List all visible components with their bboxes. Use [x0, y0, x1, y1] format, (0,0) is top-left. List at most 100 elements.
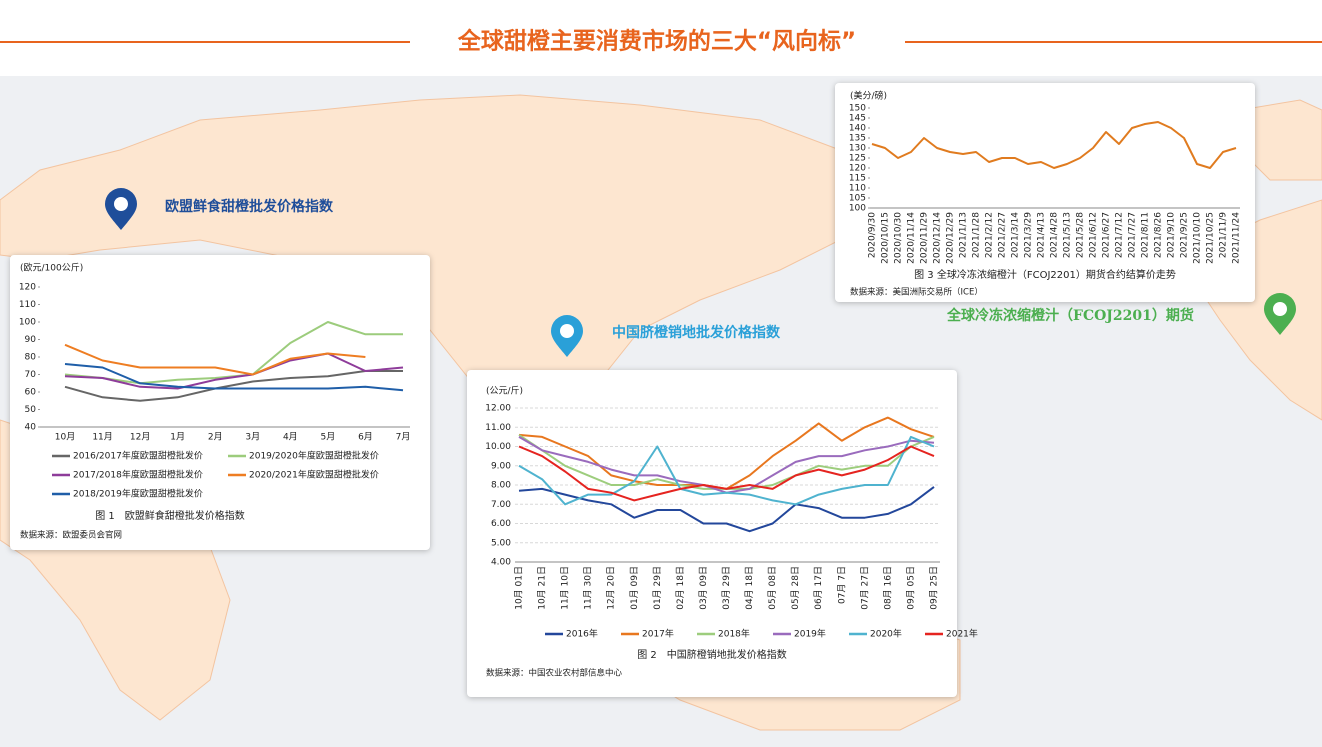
series-line: [64, 363, 404, 392]
y-tick-label: 6.00: [491, 519, 511, 529]
x-tick-label: 2021/3/29: [1024, 212, 1034, 258]
legend-label: 2018/2019年度欧盟甜橙批发价: [73, 488, 203, 500]
legend-label: 2018年: [718, 628, 750, 640]
y-tick-label: 130: [849, 144, 866, 154]
pin: [105, 188, 137, 230]
x-tick-label: 6月: [358, 432, 373, 443]
series-line: [518, 486, 935, 533]
y-axis-label: (欧元/100公斤): [20, 262, 83, 274]
chart-source: 数据来源：美国洲际交易所（ICE）: [850, 287, 983, 298]
x-tick-label: 2月: [208, 432, 223, 443]
header: [0, 0, 1322, 76]
x-tick-label: 2021/4/28: [1050, 212, 1060, 258]
y-tick-label: 90: [25, 335, 37, 345]
y-tick-label: 11.00: [485, 423, 511, 433]
chart-source: 数据来源：中国农业农村部信息中心: [486, 668, 623, 679]
y-tick-label: 5.00: [491, 538, 511, 548]
y-tick-label: 4.00: [491, 558, 511, 568]
y-tick-label: 145: [849, 114, 866, 124]
x-tick-label: 2021/8/11: [1141, 212, 1151, 258]
x-tick-label: 05月 28日: [790, 566, 801, 610]
x-tick-label: 2021/8/26: [1154, 212, 1164, 258]
y-tick-label: 9.00: [491, 461, 511, 471]
marker-label: 中国脐橙销地批发价格指数: [612, 324, 781, 341]
y-tick-label: 60: [25, 388, 37, 398]
y-tick-label: 7.00: [491, 500, 511, 510]
y-tick-label: 140: [849, 124, 866, 134]
pin: [551, 315, 583, 357]
legend-label: 2016/2017年度欧盟甜橙批发价: [73, 450, 203, 462]
series-line: [64, 343, 366, 376]
pin: [1264, 293, 1296, 335]
chart-caption: 图 3 全球冷冻浓缩橙汁（FCOJ2201）期货合约结算价走势: [914, 268, 1176, 281]
x-tick-label: 10月 01日: [514, 566, 525, 610]
y-tick-label: 40: [25, 423, 37, 433]
legend-label: 2017/2018年度欧盟甜橙批发价: [73, 469, 203, 481]
x-tick-label: 11月 10日: [560, 566, 571, 610]
x-tick-label: 2021/7/12: [1115, 212, 1125, 258]
x-tick-label: 2021/4/13: [1037, 212, 1047, 258]
x-tick-label: 2020/9/30: [868, 212, 878, 258]
x-tick-label: 12月: [130, 432, 150, 443]
y-axis-label: (公元/斤): [486, 386, 523, 397]
y-tick-label: 80: [25, 353, 37, 363]
y-tick-label: 100: [849, 204, 866, 214]
x-tick-label: 3月: [245, 432, 260, 443]
y-tick-label: 135: [849, 134, 866, 144]
x-tick-label: 08月 16日: [882, 566, 893, 610]
y-tick-label: 110: [19, 300, 36, 310]
y-tick-label: 105: [849, 194, 866, 204]
x-tick-label: 10月: [55, 432, 75, 443]
x-tick-label: 01月 09日: [629, 566, 640, 610]
series-line: [64, 370, 403, 402]
x-tick-label: 2021/10/25: [1206, 212, 1216, 264]
x-tick-label: 2020/12/14: [933, 212, 943, 264]
x-tick-label: 2021/10/10: [1193, 212, 1203, 264]
x-tick-label: 07月 7日: [836, 566, 847, 604]
legend-label: 2017年: [642, 628, 674, 640]
x-tick-label: 11月: [92, 432, 112, 443]
x-tick-label: 2021/5/13: [1063, 212, 1073, 258]
y-tick-label: 8.00: [491, 481, 511, 491]
series-line: [518, 435, 935, 506]
x-tick-label: 2021/6/12: [1089, 212, 1099, 258]
x-tick-label: 2021/9/25: [1180, 212, 1190, 258]
series-line: [871, 121, 1237, 169]
chart-caption: 图 1 欧盟鲜食甜橙批发价格指数: [95, 509, 245, 522]
x-tick-label: 11月 30日: [583, 566, 594, 610]
legend-label: 2021年: [946, 628, 978, 640]
x-tick-label: 12月 20日: [606, 566, 617, 610]
x-tick-label: 2021/11/24: [1232, 212, 1242, 264]
y-tick-label: 125: [849, 154, 866, 164]
x-tick-label: 2020/11/14: [907, 212, 917, 264]
x-tick-label: 2021/2/27: [998, 212, 1008, 258]
x-tick-label: 2021/1/13: [959, 212, 969, 258]
x-tick-label: 2020/11/29: [920, 212, 930, 264]
series-line: [518, 445, 935, 502]
x-tick-label: 2021/11/9: [1219, 212, 1229, 258]
y-tick-label: 50: [25, 405, 37, 415]
x-tick-label: 2021/9/10: [1167, 212, 1177, 258]
marker-label: 欧盟鲜食甜橙批发价格指数: [165, 198, 334, 215]
x-tick-label: 2021/6/27: [1102, 212, 1112, 258]
x-tick-label: 07月 27日: [859, 566, 870, 610]
chart-source: 数据来源：欧盟委员会官网: [20, 530, 122, 541]
y-tick-label: 120: [19, 283, 36, 293]
y-tick-label: 120: [849, 164, 866, 174]
x-tick-label: 2020/10/15: [881, 212, 891, 264]
x-tick-label: 2021/3/14: [1011, 212, 1021, 258]
legend-label: 2020年: [870, 628, 902, 640]
x-tick-label: 04月 18日: [744, 566, 755, 610]
x-tick-label: 2021/2/12: [985, 212, 995, 258]
y-tick-label: 100: [19, 318, 36, 328]
page-title: 全球甜橙主要消费市场的三大“风向标”: [457, 28, 856, 55]
chart-panel: [835, 83, 1255, 302]
x-tick-label: 03月 09日: [698, 566, 709, 610]
y-tick-label: 150: [849, 104, 866, 114]
x-tick-label: 2021/7/27: [1128, 212, 1138, 258]
x-tick-label: 09月 25日: [929, 566, 940, 610]
series-line: [64, 352, 404, 390]
y-tick-label: 115: [849, 174, 866, 184]
x-tick-label: 05月 08日: [767, 566, 778, 610]
legend-label: 2016年: [566, 628, 598, 640]
